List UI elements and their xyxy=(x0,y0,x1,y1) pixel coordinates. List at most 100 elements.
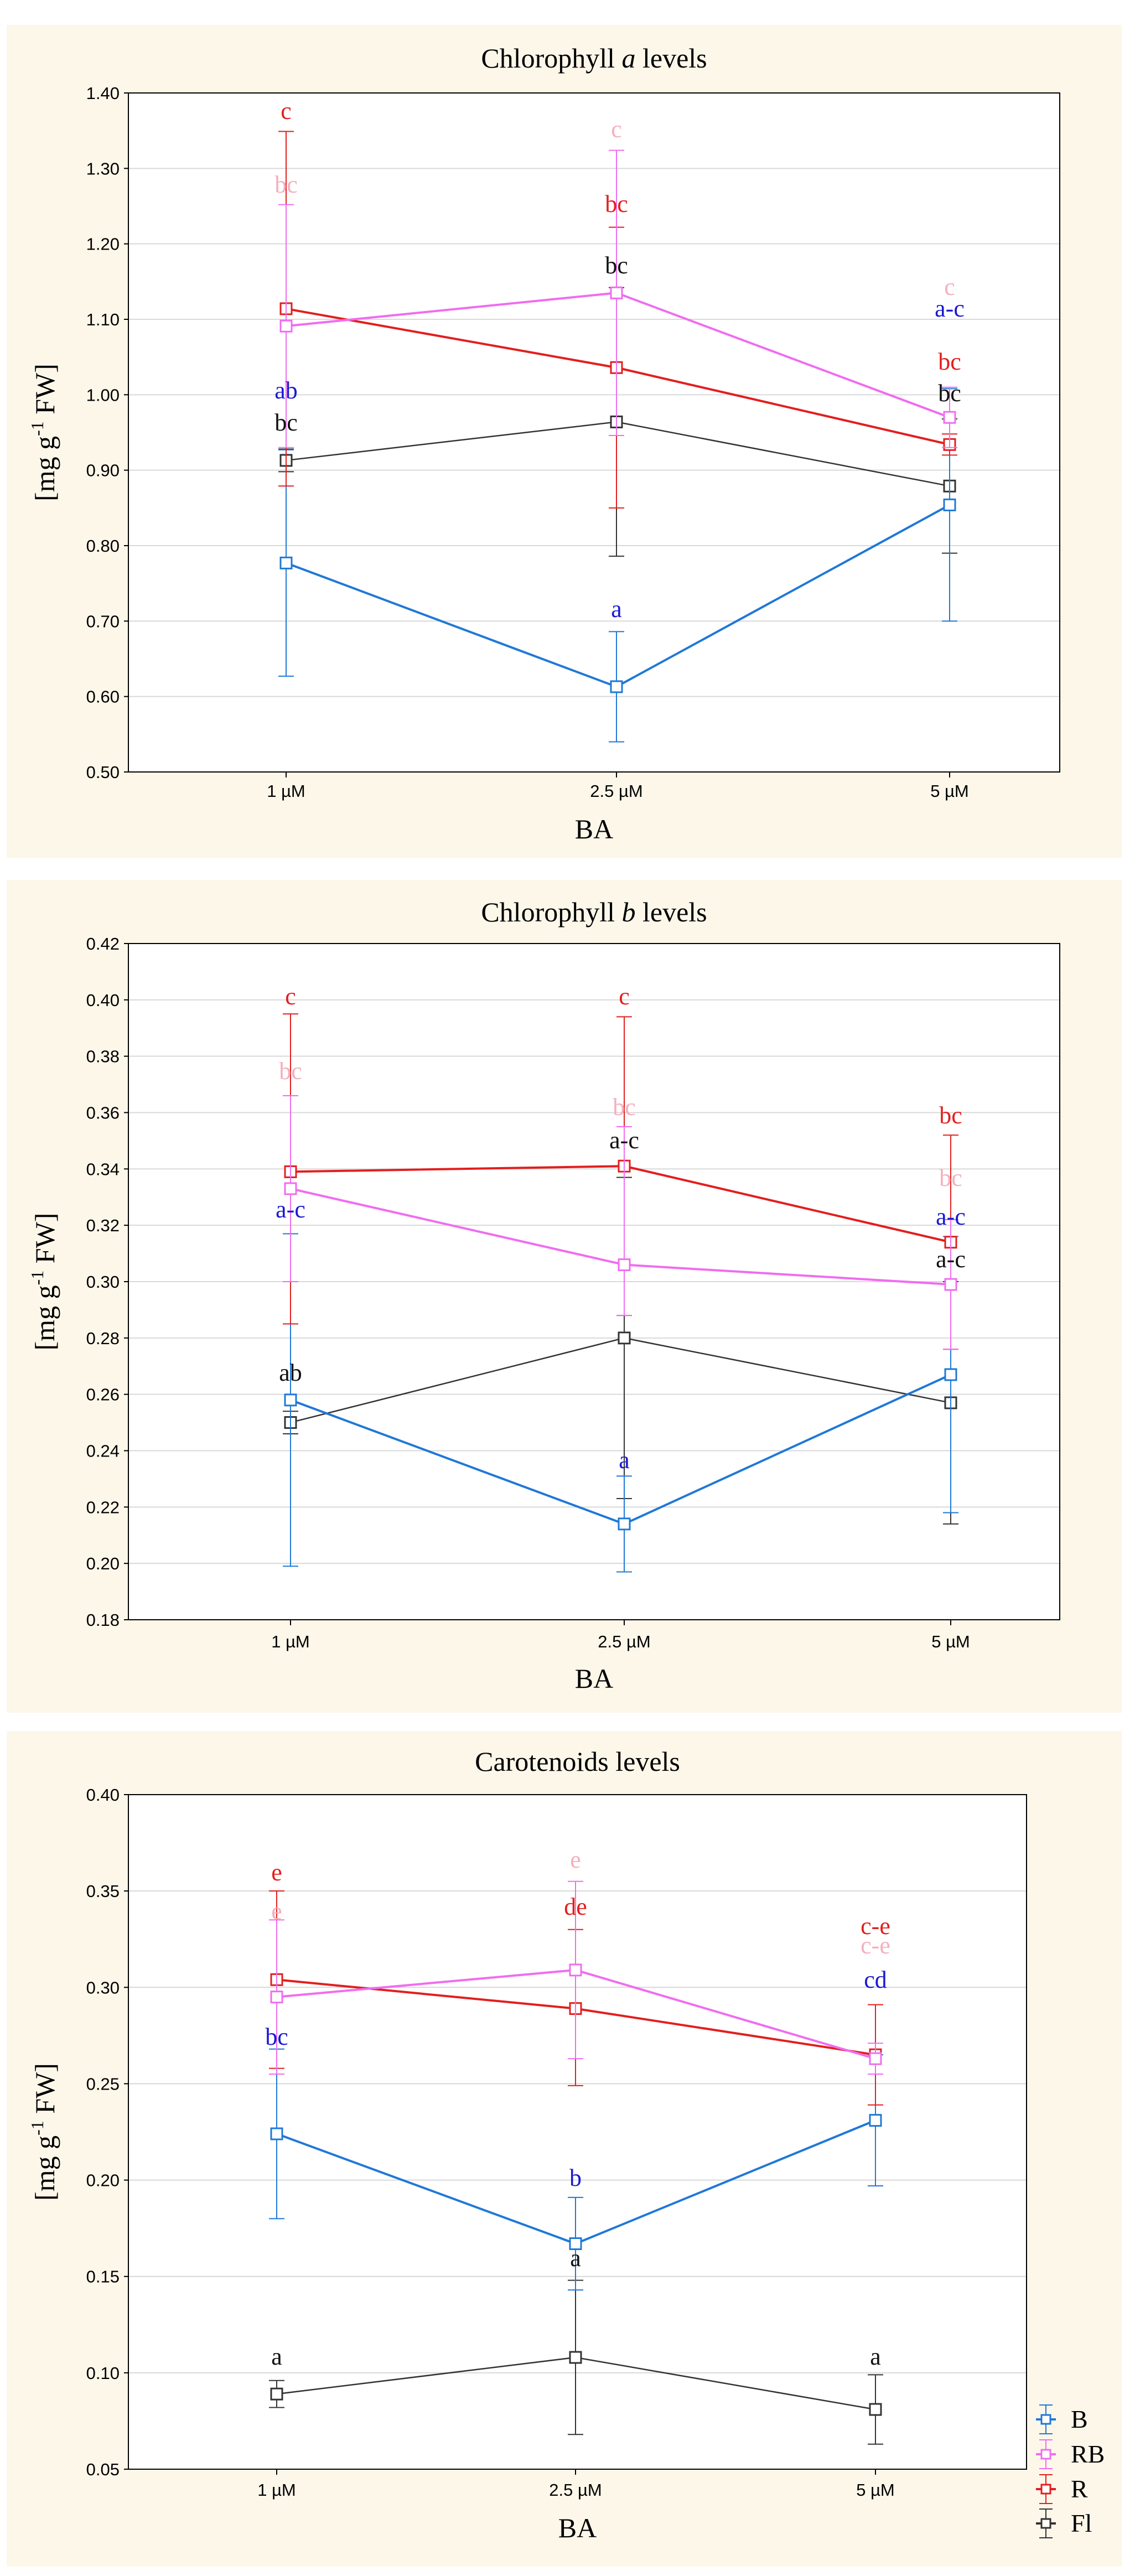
y-tick-label: 0.20 xyxy=(86,1554,120,1573)
y-tick-label: 0.22 xyxy=(86,1497,120,1517)
data-point xyxy=(943,411,956,424)
y-tick-label: 0.40 xyxy=(86,1785,120,1805)
x-axis-label: BA xyxy=(575,1663,613,1694)
x-tick-label: 2.5 µM xyxy=(549,2480,602,2500)
significance-letter: a-c xyxy=(609,1127,639,1154)
x-tick-label: 1 µM xyxy=(267,781,305,801)
y-tick-label: 0.20 xyxy=(86,2171,120,2190)
series-rb xyxy=(278,149,957,448)
legend: B RB R Fl xyxy=(1036,2404,1105,2538)
y-tick-label: 0.42 xyxy=(86,934,120,953)
plot-frame xyxy=(128,1794,1027,2470)
legend-marker xyxy=(1040,2449,1051,2460)
significance-letter: a-c xyxy=(936,1246,966,1273)
data-point xyxy=(569,2351,582,2364)
x-tick-label: 1 µM xyxy=(257,2480,296,2500)
y-label-sup: -1 xyxy=(27,2121,47,2136)
significance-letter: cd xyxy=(864,1966,887,1993)
x-tick-label: 1 µM xyxy=(271,1632,310,1651)
x-tick-label: 2.5 µM xyxy=(598,1632,650,1651)
chart-title: Chlorophyll a levels xyxy=(481,43,707,74)
data-point xyxy=(869,2114,882,2127)
significance-letter: b xyxy=(569,2164,582,2191)
y-label-part: [mg g xyxy=(29,1285,60,1350)
data-point xyxy=(610,680,623,693)
x-axis-label: BA xyxy=(575,813,613,844)
y-tick-label: 1.40 xyxy=(86,84,120,103)
significance-letter: bc xyxy=(938,380,961,407)
x-tick-label: 5 µM xyxy=(856,2480,895,2500)
y-tick-label: 0.70 xyxy=(86,611,120,631)
data-point xyxy=(270,2127,283,2140)
data-point xyxy=(284,1393,297,1407)
significance-letter: a-c xyxy=(935,295,965,322)
y-tick-label: 0.28 xyxy=(86,1329,120,1348)
data-point xyxy=(279,556,293,569)
significance-letter: ab xyxy=(274,377,298,404)
significance-letter: bc xyxy=(938,348,961,375)
y-tick-label: 0.26 xyxy=(86,1385,120,1404)
y-axis-label: [mg g-1 FW] xyxy=(27,1213,60,1351)
legend-marker xyxy=(1040,2484,1051,2495)
significance-letter: bc xyxy=(274,171,298,198)
y-label-part: FW] xyxy=(29,1213,60,1271)
x-tick-label: 2.5 µM xyxy=(590,781,642,801)
significance-letter: c-e xyxy=(861,1912,890,1940)
y-label-part: FW] xyxy=(29,364,60,421)
significance-letter: c xyxy=(619,983,630,1010)
data-point xyxy=(869,2403,882,2416)
significance-letter: bc xyxy=(939,1164,962,1191)
y-tick-label: 1.30 xyxy=(86,159,120,178)
chart-title: Carotenoids levels xyxy=(475,1746,680,1777)
title-italic: a xyxy=(622,43,636,74)
y-tick-label: 0.25 xyxy=(86,2074,120,2093)
legend-item-rb: RB xyxy=(1036,2439,1105,2469)
data-point xyxy=(618,1331,631,1345)
plot-frame xyxy=(128,92,1060,773)
data-point xyxy=(944,1278,957,1291)
y-tick-label: 0.30 xyxy=(86,1978,120,1997)
title-part: Chlorophyll xyxy=(481,896,621,927)
title-part: Chlorophyll xyxy=(481,43,621,74)
title-part: levels xyxy=(636,43,707,74)
x-tick-label: 5 µM xyxy=(930,781,969,801)
significance-letter: c-e xyxy=(861,1932,890,1959)
significance-letter: e xyxy=(570,1846,581,1873)
y-tick-label: 0.80 xyxy=(86,536,120,556)
y-tick-label: 1.10 xyxy=(86,310,120,329)
y-tick-label: 0.38 xyxy=(86,1047,120,1066)
y-label-sup: -1 xyxy=(27,421,47,436)
significance-letter: bc xyxy=(274,409,298,436)
y-tick-label: 0.32 xyxy=(86,1216,120,1235)
chart-title: Chlorophyll b levels xyxy=(481,896,707,927)
y-tick-label: 0.50 xyxy=(86,763,120,782)
x-axis-label: BA xyxy=(558,2512,597,2543)
y-tick-label: 1.20 xyxy=(86,235,120,254)
data-point xyxy=(569,2237,582,2251)
significance-letter: bc xyxy=(265,2023,288,2050)
data-point xyxy=(618,1258,631,1271)
y-axis-label: [mg g-1 FW] xyxy=(27,2063,60,2201)
significance-letter: ab xyxy=(279,1359,302,1386)
significance-letter: c xyxy=(611,116,622,143)
series-rb xyxy=(269,1880,883,2075)
y-tick-label: 1.00 xyxy=(86,385,120,405)
significance-letter: a-c xyxy=(276,1196,305,1223)
data-point xyxy=(944,1368,957,1381)
data-point xyxy=(618,1517,631,1531)
significance-letter: a xyxy=(611,595,622,623)
x-tick-label: 5 µM xyxy=(931,1632,970,1651)
series-b xyxy=(278,388,957,743)
significance-letter: bc xyxy=(605,252,628,279)
significance-letter: e xyxy=(271,1859,282,1886)
data-point xyxy=(869,2052,882,2065)
significance-letter: c xyxy=(281,97,292,125)
legend-item-b: B xyxy=(1036,2404,1088,2434)
data-point xyxy=(284,1182,297,1195)
legend-label: R xyxy=(1071,2475,1088,2503)
data-point xyxy=(270,1991,283,2004)
significance-letter: e xyxy=(271,1898,282,1925)
y-axis-label: [mg g-1 FW] xyxy=(27,364,60,501)
y-tick-label: 0.15 xyxy=(86,2267,120,2287)
